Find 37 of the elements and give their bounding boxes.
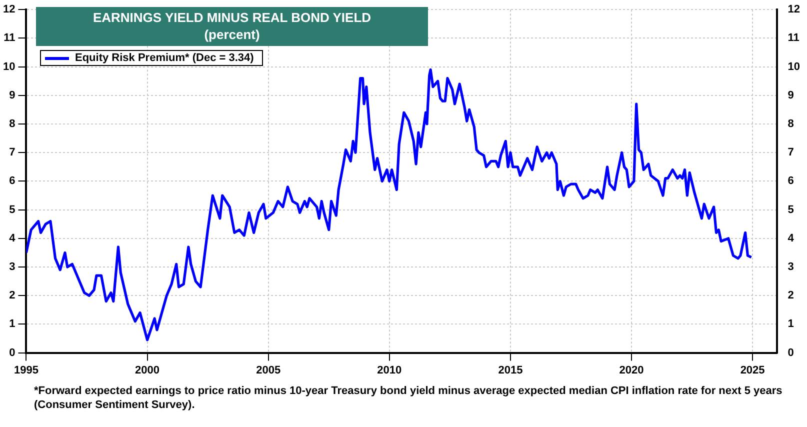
y-tick-label: 10 — [2, 60, 16, 73]
y-tick-label: 12 — [2, 4, 16, 16]
x-tick-label: 2020 — [619, 364, 644, 376]
legend-label: Equity Risk Premium* (Dec = 3.34) — [75, 52, 254, 64]
y2-tick-label: 7 — [788, 146, 794, 159]
x-tick-label: 2025 — [740, 364, 765, 376]
y2-tick-label: 6 — [788, 175, 794, 188]
y2-tick-label: 11 — [788, 32, 800, 44]
y2-tick-label: 0 — [788, 346, 794, 359]
y-tick-label: 2 — [9, 290, 16, 302]
x-tick-label: 1995 — [14, 364, 38, 376]
y2-tick-label: 12 — [788, 4, 800, 16]
y-tick-label: 4 — [9, 232, 16, 244]
y2-tick-label: 1 — [788, 318, 794, 330]
y2-tick-label: 4 — [788, 232, 795, 244]
y2-tick-label: 3 — [788, 261, 794, 274]
y-tick-label: 5 — [9, 204, 16, 216]
x-tick-label: 2000 — [135, 364, 160, 376]
y-tick-label: 8 — [9, 118, 16, 130]
y2-tick-label: 9 — [788, 89, 794, 102]
y-tick-label: 9 — [9, 89, 16, 102]
chart-title: EARNINGS YIELD MINUS REAL BOND YIELD — [92, 9, 372, 26]
y2-tick-label: 2 — [788, 290, 794, 302]
y-tick-label: 6 — [9, 175, 16, 188]
y2-tick-label: 10 — [788, 60, 800, 73]
x-tick-label: 2010 — [377, 364, 402, 376]
title-banner: EARNINGS YIELD MINUS REAL BOND YIELD (percent) — [36, 7, 428, 46]
y-tick-label: 11 — [4, 32, 16, 44]
y-tick-label: 0 — [9, 346, 16, 359]
x-tick-label: 2005 — [256, 364, 281, 376]
y-tick-label: 1 — [9, 318, 16, 330]
y2-tick-label: 8 — [788, 118, 794, 130]
x-tick-label: 2015 — [498, 364, 523, 376]
y-tick-label: 7 — [9, 146, 16, 159]
y-tick-label: 3 — [9, 261, 16, 274]
y2-tick-label: 5 — [788, 204, 794, 216]
text: *Forward expected earnings to price ratio minus 10-year Treasury bond yield minus average expected median CPI inflation rate for next 5 years (Consumer Sentiment Survey). — [34, 384, 784, 412]
